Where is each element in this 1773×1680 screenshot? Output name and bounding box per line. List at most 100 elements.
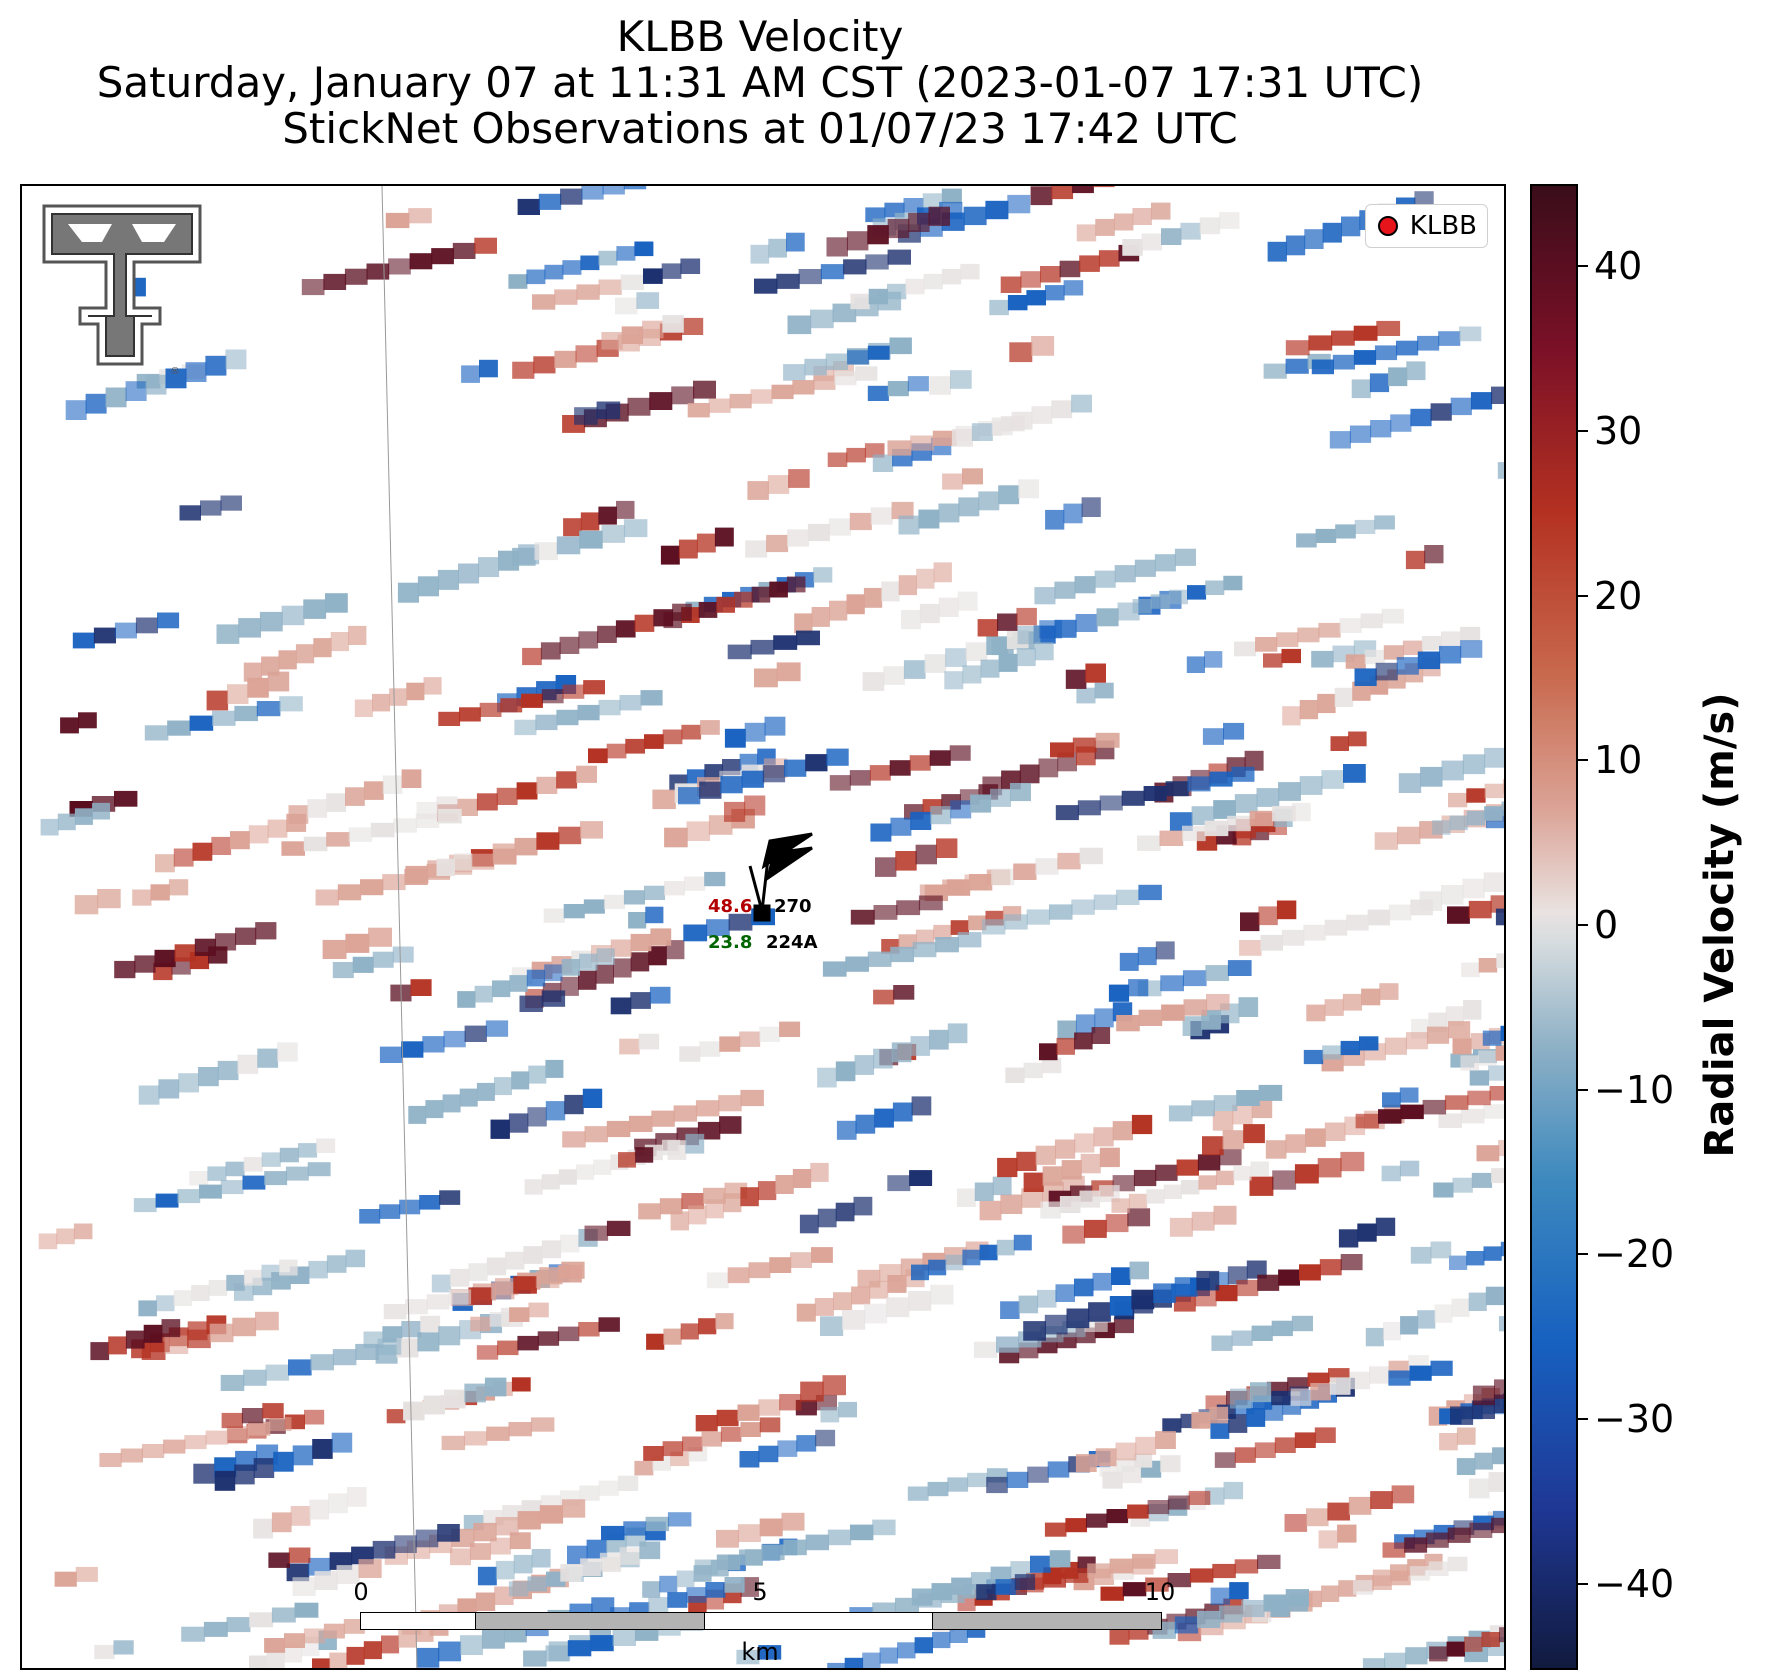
velocity-pixel [303,836,328,852]
velocity-pixel [257,1048,279,1068]
velocity-pixel [759,1518,783,1537]
velocity-pixel [879,1264,902,1282]
velocity-pixel [850,909,875,925]
velocity-pixel [469,1543,491,1560]
velocity-pixel [720,1426,742,1442]
velocity-pixel [554,289,578,305]
velocity-pixel [895,851,917,871]
velocity-pixel [737,1404,760,1421]
title-timestamp: Saturday, January 07 at 11:31 AM CST (20… [96,58,1424,107]
velocity-pixel [368,927,392,947]
velocity-pixel [527,1107,547,1127]
velocity-pixel [285,1166,309,1181]
velocity-pixel [214,933,237,951]
velocity-pixel [938,597,959,617]
velocity-pixel [496,787,518,805]
velocity-pixel [1005,1067,1025,1083]
velocity-pixel [653,609,674,627]
velocity-pixel [220,495,242,511]
velocity-pixel [911,1264,929,1281]
velocity-pixel [1087,1563,1111,1579]
velocity-pixel [1491,1517,1504,1534]
velocity-pixel [1231,1330,1253,1346]
velocity-pixel [563,904,585,919]
velocity-pixel [977,619,999,637]
velocity-pixel [1086,1513,1108,1528]
velocity-pixel [1500,1025,1504,1041]
velocity-pixel [1448,792,1468,808]
velocity-pixel [457,991,476,1008]
velocity-pixel [922,193,943,208]
velocity-pixel [543,908,565,923]
velocity-pixel [262,1403,284,1419]
velocity-pixel [1452,1177,1473,1193]
velocity-pixel [1059,260,1081,278]
velocity-pixel [1197,1154,1221,1171]
velocity-pixel [786,576,806,593]
velocity-pixel [286,813,307,832]
velocity-pixel [1441,885,1464,905]
velocity-pixel [513,1554,533,1574]
velocity-pixel [980,659,1000,678]
velocity-pixel [1372,1575,1392,1590]
velocity-pixel [758,1445,779,1463]
velocity-pixel [1108,984,1130,1002]
velocity-pixel [649,986,671,1004]
velocity-pixel [439,1190,461,1205]
radar-map[interactable]: ® KLBB 48.6 270 23.8 224A 0 5 10 km [20,184,1506,1670]
velocity-pixel [629,1115,653,1132]
velocity-pixel [748,1262,771,1279]
velocity-pixel [979,1244,998,1261]
velocity-pixel [838,1401,857,1418]
velocity-pixel [740,1089,764,1107]
velocity-pixel [941,268,962,285]
velocity-pixel [191,1285,210,1301]
velocity-pixel [1417,1310,1436,1329]
velocity-pixel [659,1575,678,1593]
velocity-pixel [511,1071,530,1090]
velocity-pixel [579,1485,600,1501]
velocity-pixel [947,1477,969,1492]
velocity-pixel [1434,1304,1453,1323]
velocity-pixel [579,530,603,549]
velocity-pixel [670,1211,689,1231]
velocity-pixel [598,279,622,295]
velocity-pixel [494,1586,514,1605]
velocity-pixel [1238,997,1259,1017]
velocity-pixel [792,380,815,395]
velocity-pixel [1023,1172,1044,1192]
velocity-pixel [842,1310,866,1330]
velocity-pixel [536,832,560,850]
velocity-pixel [294,1602,319,1618]
velocity-pixel [1219,1149,1242,1166]
velocity-pixel [290,1506,311,1526]
velocity-pixel [458,563,480,584]
velocity-pixel [965,642,988,661]
velocity-pixel [932,430,957,446]
velocity-pixel [1433,1182,1454,1198]
velocity-pixel [94,1644,115,1660]
velocity-pixel [1324,999,1344,1016]
velocity-pixel [315,889,339,906]
velocity-pixel [150,884,170,901]
velocity-pixel [714,527,734,547]
velocity-pixel [382,775,403,794]
velocity-pixel [1146,1189,1165,1204]
velocity-pixel [754,668,778,688]
velocity-pixel [1459,326,1482,342]
velocity-pixel [561,959,580,976]
velocity-pixel [820,1406,840,1423]
velocity-pixel [1426,1026,1450,1044]
velocity-pixel [1439,645,1462,664]
velocity-pixel [1153,1283,1176,1303]
velocity-pixel [578,970,597,990]
velocity-pixel [1448,1021,1471,1039]
velocity-pixel [38,1233,58,1250]
velocity-pixel [1018,1295,1039,1314]
velocity-pixel [209,1323,234,1343]
velocity-pixel [557,1326,580,1342]
velocity-pixel [377,1338,402,1355]
velocity-pixel [1466,788,1486,803]
velocity-pixel [1141,233,1162,251]
velocity-pixel [636,292,660,309]
